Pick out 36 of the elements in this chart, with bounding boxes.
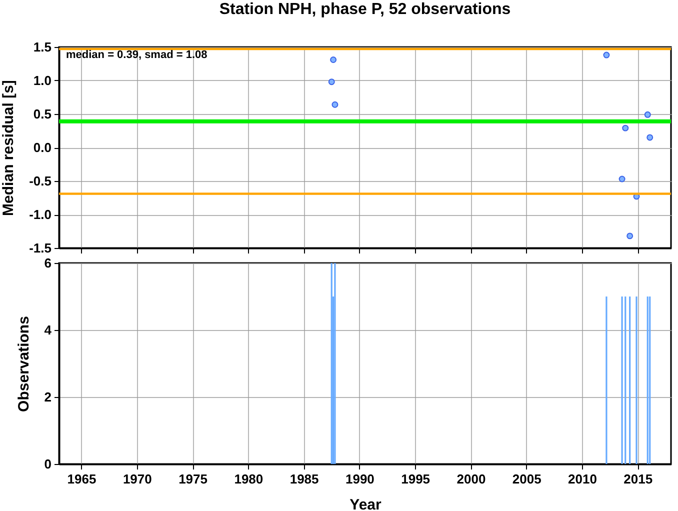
y-tick-label: -0.5 (29, 174, 52, 188)
y-tick-label: -1.5 (29, 240, 52, 256)
x-tick-label: 2000 (456, 472, 486, 486)
point (622, 124, 629, 132)
y-tick-label: 0 (44, 456, 52, 472)
y-tick-label: -1.0 (29, 207, 52, 222)
y-tick-label: 4 (44, 322, 52, 338)
y-tick-label: 1.0 (33, 73, 52, 88)
point (332, 101, 338, 108)
x-tick-label: 1995 (401, 472, 430, 486)
point (644, 111, 651, 118)
x-tick-label: 1975 (178, 472, 208, 486)
x-axis-title: Year (350, 496, 382, 511)
x-tick-label: 2005 (512, 472, 542, 486)
chart-title: Station NPH, phase P, 52 observations (219, 1, 511, 18)
y-tick-label: 0.5 (33, 106, 52, 122)
y-tick-label: 2 (44, 390, 52, 404)
y-tick-label: 0.0 (33, 140, 52, 155)
x-tick-label: 1970 (122, 472, 152, 486)
point (330, 56, 337, 63)
y-axis-title: Observations (15, 316, 32, 412)
point (603, 52, 610, 58)
annotation: median = 0.39, smad = 1.08 (66, 49, 208, 61)
point (626, 232, 634, 240)
point (328, 78, 335, 86)
x-tick-label: 1985 (290, 472, 319, 486)
y-tick-label: 1.5 (33, 40, 52, 54)
y-axis-title: Median residual [s] (0, 80, 18, 216)
x-tick-label: 1965 (67, 472, 96, 486)
x-tick-label: 1980 (234, 472, 264, 486)
y-tick-label: 6 (44, 256, 52, 270)
x-tick-label: 1990 (345, 472, 374, 486)
point (618, 176, 626, 182)
point (646, 134, 654, 141)
x-tick-label: 2015 (624, 472, 653, 486)
x-tick-label: 2010 (568, 472, 597, 486)
